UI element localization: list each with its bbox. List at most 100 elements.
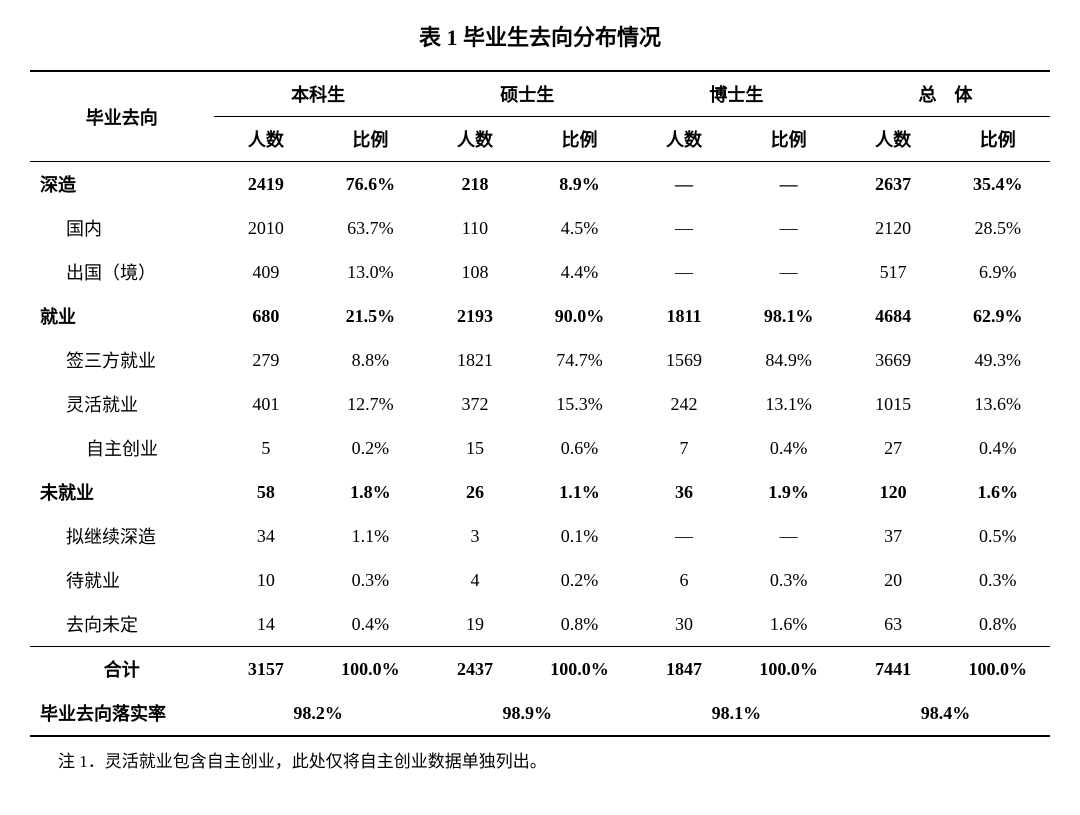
total-cell: 100.0% <box>527 647 632 692</box>
cell: 1.6% <box>945 470 1050 514</box>
table-row: 出国（境）40913.0%1084.4%——5176.9% <box>30 250 1050 294</box>
table-row: 待就业100.3%40.2%60.3%200.3% <box>30 558 1050 602</box>
cell: — <box>632 162 737 207</box>
cell: 14 <box>214 602 319 647</box>
header-sub-count: 人数 <box>632 117 737 162</box>
cell: 98.1% <box>736 294 841 338</box>
rate-value-3: 98.4% <box>841 691 1050 736</box>
cell: 34 <box>214 514 319 558</box>
cell: 4684 <box>841 294 946 338</box>
cell: 36 <box>632 470 737 514</box>
row-label: 深造 <box>30 162 214 207</box>
cell: 21.5% <box>318 294 423 338</box>
table-caption: 表 1 毕业生去向分布情况 <box>30 20 1050 52</box>
cell: 13.6% <box>945 382 1050 426</box>
table-row: 深造241976.6%2188.9%——263735.4% <box>30 162 1050 207</box>
total-row: 合计 3157100.0%2437100.0%1847100.0%7441100… <box>30 647 1050 692</box>
cell: 0.4% <box>736 426 841 470</box>
cell: 0.3% <box>945 558 1050 602</box>
cell: 35.4% <box>945 162 1050 207</box>
cell: 0.4% <box>945 426 1050 470</box>
cell: 90.0% <box>527 294 632 338</box>
cell: 218 <box>423 162 528 207</box>
header-sub-ratio: 比例 <box>945 117 1050 162</box>
rate-row: 毕业去向落实率 98.2% 98.9% 98.1% 98.4% <box>30 691 1050 736</box>
cell: 49.3% <box>945 338 1050 382</box>
row-label: 灵活就业 <box>30 382 214 426</box>
row-label: 拟继续深造 <box>30 514 214 558</box>
cell: — <box>736 250 841 294</box>
header-sub-ratio: 比例 <box>736 117 841 162</box>
cell: 1569 <box>632 338 737 382</box>
cell: 0.2% <box>318 426 423 470</box>
cell: 1.1% <box>527 470 632 514</box>
cell: 409 <box>214 250 319 294</box>
table-row: 未就业581.8%261.1%361.9%1201.6% <box>30 470 1050 514</box>
cell: 30 <box>632 602 737 647</box>
header-row-label: 毕业去向 <box>30 71 214 162</box>
cell: 20 <box>841 558 946 602</box>
table-header: 毕业去向 本科生 硕士生 博士生 总 体 人数比例人数比例人数比例人数比例 <box>30 71 1050 162</box>
cell: 372 <box>423 382 528 426</box>
cell: 58 <box>214 470 319 514</box>
cell: 0.3% <box>736 558 841 602</box>
cell: 0.2% <box>527 558 632 602</box>
cell: 6 <box>632 558 737 602</box>
table-row: 自主创业50.2%150.6%70.4%270.4% <box>30 426 1050 470</box>
rate-value-1: 98.9% <box>423 691 632 736</box>
total-cell: 7441 <box>841 647 946 692</box>
row-label: 国内 <box>30 206 214 250</box>
cell: 4.4% <box>527 250 632 294</box>
header-sub-count: 人数 <box>423 117 528 162</box>
cell: 110 <box>423 206 528 250</box>
cell: 0.5% <box>945 514 1050 558</box>
cell: 0.3% <box>318 558 423 602</box>
header-sub-count: 人数 <box>841 117 946 162</box>
total-cell: 2437 <box>423 647 528 692</box>
total-cell: 100.0% <box>736 647 841 692</box>
cell: 1.1% <box>318 514 423 558</box>
cell: 1821 <box>423 338 528 382</box>
cell: 7 <box>632 426 737 470</box>
header-group-1: 硕士生 <box>423 71 632 117</box>
row-label: 自主创业 <box>30 426 214 470</box>
cell: 517 <box>841 250 946 294</box>
cell: 2637 <box>841 162 946 207</box>
cell: 3 <box>423 514 528 558</box>
rate-label: 毕业去向落实率 <box>30 691 214 736</box>
cell: 74.7% <box>527 338 632 382</box>
table-row: 国内201063.7%1104.5%——212028.5% <box>30 206 1050 250</box>
cell: 8.9% <box>527 162 632 207</box>
rate-value-2: 98.1% <box>632 691 841 736</box>
cell: 120 <box>841 470 946 514</box>
cell: 27 <box>841 426 946 470</box>
cell: 1.6% <box>736 602 841 647</box>
rate-value-0: 98.2% <box>214 691 423 736</box>
cell: 1811 <box>632 294 737 338</box>
cell: 4.5% <box>527 206 632 250</box>
cell: 1.9% <box>736 470 841 514</box>
cell: 2010 <box>214 206 319 250</box>
cell: 76.6% <box>318 162 423 207</box>
row-label: 就业 <box>30 294 214 338</box>
cell: 13.0% <box>318 250 423 294</box>
table-row: 拟继续深造341.1%30.1%——370.5% <box>30 514 1050 558</box>
cell: 4 <box>423 558 528 602</box>
cell: — <box>736 162 841 207</box>
row-label: 签三方就业 <box>30 338 214 382</box>
row-label: 待就业 <box>30 558 214 602</box>
cell: 279 <box>214 338 319 382</box>
total-cell: 100.0% <box>318 647 423 692</box>
cell: 242 <box>632 382 737 426</box>
cell: 15.3% <box>527 382 632 426</box>
row-label: 出国（境） <box>30 250 214 294</box>
table-row: 灵活就业40112.7%37215.3%24213.1%101513.6% <box>30 382 1050 426</box>
row-label: 去向未定 <box>30 602 214 647</box>
cell: 0.1% <box>527 514 632 558</box>
cell: 0.6% <box>527 426 632 470</box>
cell: 37 <box>841 514 946 558</box>
cell: 1.8% <box>318 470 423 514</box>
cell: — <box>736 514 841 558</box>
cell: 63.7% <box>318 206 423 250</box>
total-cell: 3157 <box>214 647 319 692</box>
